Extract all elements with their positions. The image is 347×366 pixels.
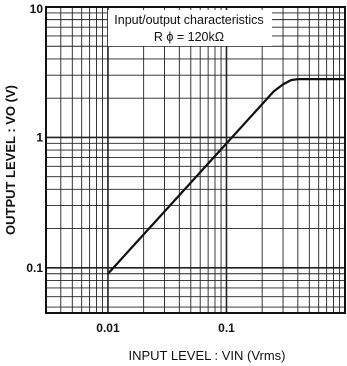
x-tick-labels: 0.01 0.1 bbox=[96, 321, 235, 335]
series-group bbox=[107, 78, 345, 275]
chart-title: Input/output characteristics bbox=[114, 13, 263, 27]
x-tick-label: 0.01 bbox=[96, 321, 120, 335]
y-tick-label: 10 bbox=[30, 2, 44, 16]
title-box bbox=[108, 10, 272, 46]
series-line bbox=[107, 78, 345, 275]
grid bbox=[46, 7, 345, 313]
y-tick-label: 0.1 bbox=[26, 261, 43, 275]
y-axis-label: OUTPUT LEVEL : VO (V) bbox=[3, 85, 18, 235]
x-axis-label: INPUT LEVEL : VIN (Vrms) bbox=[129, 348, 286, 363]
x-tick-label: 0.1 bbox=[218, 321, 235, 335]
y-tick-label: 1 bbox=[36, 130, 43, 144]
chart-subtitle: R ϕ = 120kΩ bbox=[154, 30, 224, 44]
plot-frame bbox=[45, 6, 346, 314]
y-tick-labels: 0.1 1 10 bbox=[26, 2, 43, 275]
